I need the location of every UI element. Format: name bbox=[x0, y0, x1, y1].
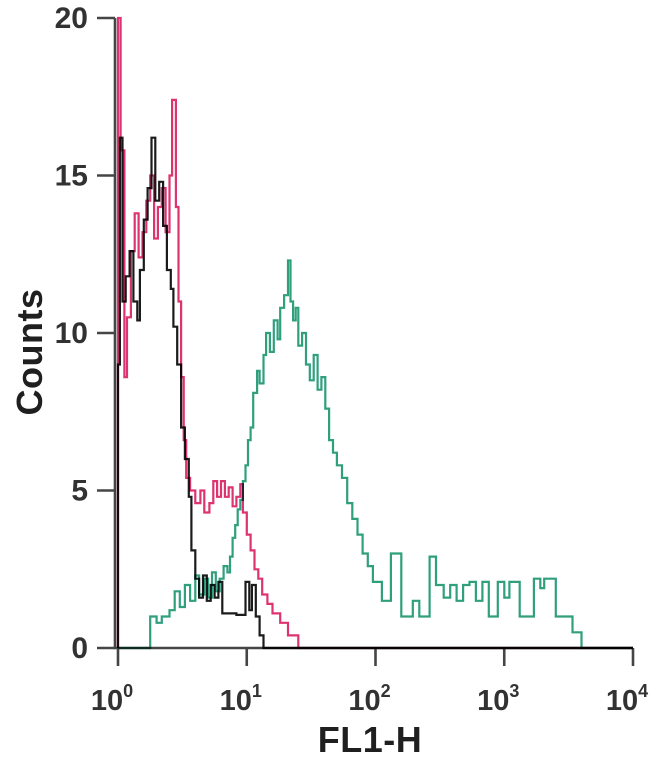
x-tick-label-1: 101 bbox=[220, 681, 262, 717]
x-tick-label-2: 102 bbox=[348, 681, 390, 717]
y-tick-label-10: 10 bbox=[55, 317, 88, 350]
crimson-trace bbox=[116, 16, 633, 650]
y-tick-label-0: 0 bbox=[71, 632, 88, 665]
teal-trace bbox=[118, 259, 633, 650]
y-tick-label-20: 20 bbox=[55, 2, 88, 35]
x-tick-label-3: 103 bbox=[477, 681, 519, 717]
tick-labels-group: 0 5 10 15 20 100 101 102 103 104 bbox=[55, 2, 649, 717]
axis-spine bbox=[113, 18, 633, 650]
x-axis-title: FL1-H bbox=[317, 719, 423, 760]
x-tick-label-0: 100 bbox=[91, 681, 133, 717]
traces-group bbox=[116, 16, 633, 650]
y-tick-label-15: 15 bbox=[55, 160, 88, 193]
black-trace bbox=[116, 136, 633, 650]
y-axis-title: Counts bbox=[9, 288, 50, 416]
y-tick-label-5: 5 bbox=[71, 475, 88, 508]
x-tick-label-4: 104 bbox=[606, 681, 648, 717]
